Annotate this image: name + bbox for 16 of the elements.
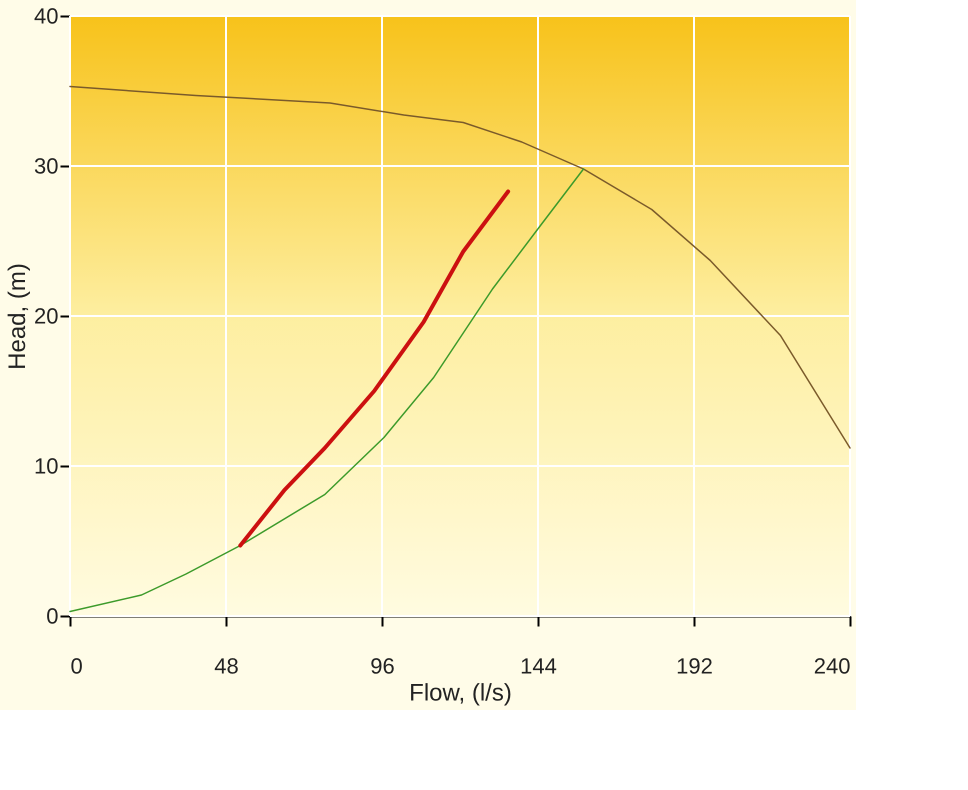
y-tick-label: 10 — [34, 454, 58, 478]
y-tick-label: 30 — [34, 154, 58, 178]
x-tick-label: 240 — [814, 654, 850, 678]
x-tick-label: 0 — [70, 654, 83, 678]
x-tick-label: 96 — [370, 654, 395, 678]
x-tick-label: 192 — [676, 654, 713, 678]
line-series — [238, 190, 510, 548]
line-series — [69, 168, 584, 612]
y-axis-title: Head, (m) — [4, 263, 32, 370]
x-tick-label: 48 — [214, 654, 239, 678]
y-tick-label: 0 — [46, 604, 58, 628]
y-tick-label: 20 — [34, 304, 58, 328]
x-axis-title: Flow, (l/s) — [409, 680, 512, 706]
y-tick-label: 40 — [34, 4, 58, 28]
line-series — [69, 86, 851, 449]
x-tick-label: 144 — [520, 654, 557, 678]
